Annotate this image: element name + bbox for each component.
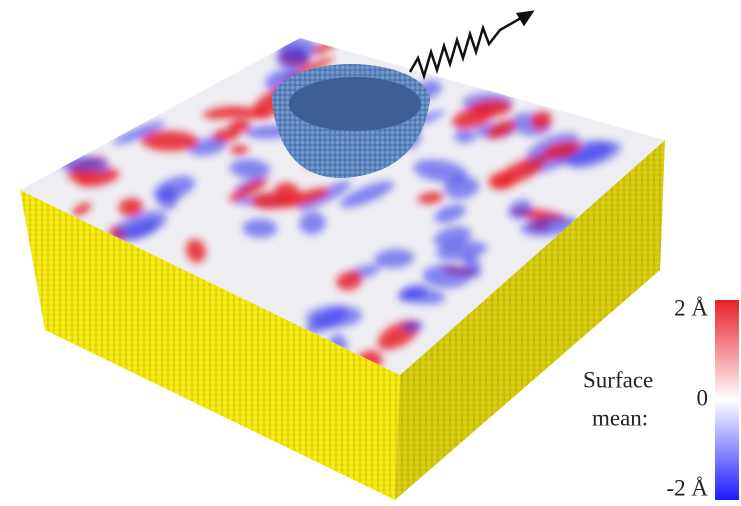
figure: Surface mean: 2 Å 0 -2 Å — [0, 0, 741, 506]
colorbar-tick-label: -2 Å — [666, 475, 708, 500]
colorbar-title: Surface — [583, 367, 653, 392]
colorbar-title: mean: — [592, 405, 648, 430]
photon-arrow — [410, 12, 532, 76]
colorbar — [715, 300, 739, 500]
colorbar-tick-label: 2 Å — [674, 295, 708, 320]
colorbar-tick-label: 0 — [697, 385, 709, 410]
